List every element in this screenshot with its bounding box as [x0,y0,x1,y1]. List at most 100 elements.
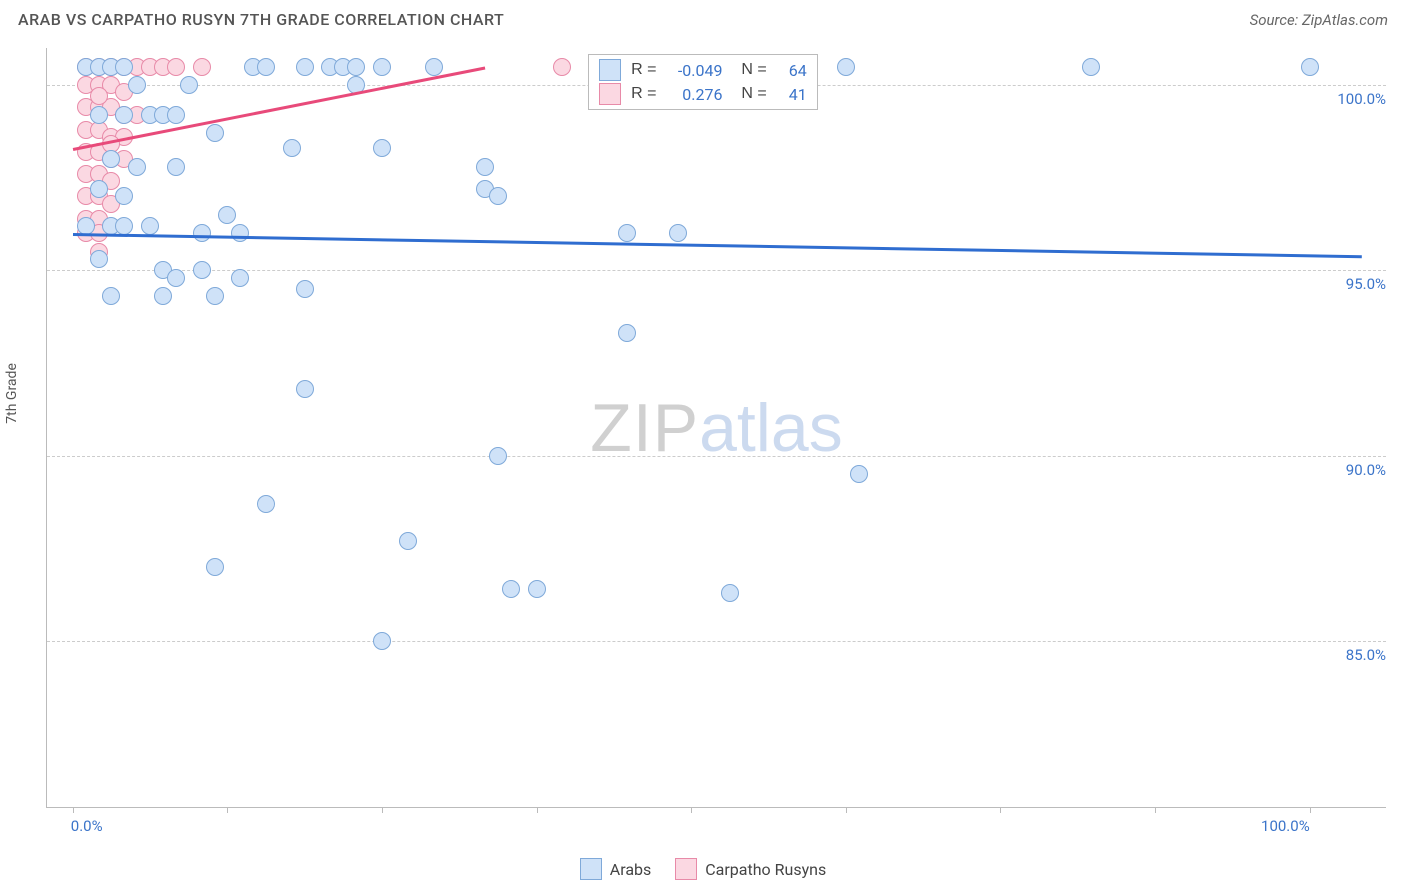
scatter-point [347,58,365,76]
scatter-point [115,58,133,76]
scatter-point [231,269,249,287]
scatter-point [553,58,571,76]
scatter-point [296,280,314,298]
x-tick-label: 100.0% [1261,817,1310,835]
legend-swatch [675,858,697,880]
bottom-legend-label: Arabs [610,860,652,879]
legend-swatch [580,858,602,880]
scatter-point [167,58,185,76]
scatter-point [193,261,211,279]
scatter-point [502,580,520,598]
scatter-point [850,465,868,483]
x-tick [1000,807,1001,813]
scatter-point [257,495,275,513]
scatter-point [102,287,120,305]
gridline [47,456,1386,457]
watermark-right: atlas [699,390,843,466]
bottom-legend: Arabs Carpatho Rusyns [0,858,1406,880]
x-tick [1155,807,1156,813]
y-tick-label: 90.0% [1346,461,1388,479]
scatter-point [206,124,224,142]
legend-r-value: 0.276 [666,85,722,104]
x-tick-label: 0.0% [71,817,103,835]
scatter-point [528,580,546,598]
legend-row: R = -0.049 N = 64 [599,59,807,81]
scatter-point [206,287,224,305]
header-row: ARAB VS CARPATHO RUSYN 7TH GRADE CORRELA… [0,0,1406,35]
scatter-point [1082,58,1100,76]
scatter-point [90,250,108,268]
scatter-point [90,180,108,198]
bottom-legend-label: Carpatho Rusyns [705,860,826,879]
scatter-point [476,158,494,176]
x-tick [382,807,383,813]
scatter-point [167,269,185,287]
x-tick [1310,807,1311,813]
scatter-point [128,76,146,94]
scatter-point [180,76,198,94]
gridline [47,641,1386,642]
x-tick [227,807,228,813]
y-tick-label: 85.0% [1346,646,1388,664]
bottom-legend-item: Carpatho Rusyns [675,858,826,880]
watermark-left: ZIP [590,390,699,466]
scatter-point [128,158,146,176]
scatter-point [618,324,636,342]
scatter-point [141,217,159,235]
x-tick [691,807,692,813]
scatter-point [489,447,507,465]
y-axis-label: 7th Grade [4,363,20,424]
scatter-point [837,58,855,76]
plot-area: ZIPatlas 85.0%90.0%95.0%100.0%0.0%100.0%… [46,48,1386,808]
scatter-point [115,217,133,235]
scatter-point [218,206,236,224]
correlation-legend: R = -0.049 N = 64 R = 0.276 N = 41 [588,54,818,110]
y-tick-label: 100.0% [1337,90,1388,108]
legend-r-label: R = [631,85,656,103]
legend-n-label: N = [732,61,766,79]
scatter-point [489,187,507,205]
scatter-point [257,58,275,76]
scatter-point [425,58,443,76]
scatter-point [399,532,417,550]
x-tick [73,807,74,813]
legend-n-value: 64 [777,61,807,80]
scatter-point [206,558,224,576]
legend-n-label: N = [732,85,766,103]
chart-title: ARAB VS CARPATHO RUSYN 7TH GRADE CORRELA… [18,10,504,29]
scatter-point [102,150,120,168]
source-label: Source: ZipAtlas.com [1250,11,1388,29]
scatter-point [296,380,314,398]
legend-n-value: 41 [777,85,807,104]
scatter-point [231,224,249,242]
scatter-point [154,287,172,305]
scatter-point [115,106,133,124]
scatter-point [721,584,739,602]
scatter-point [1301,58,1319,76]
scatter-point [373,58,391,76]
scatter-point [373,632,391,650]
legend-row: R = 0.276 N = 41 [599,83,807,105]
legend-swatch [599,59,621,81]
gridline [47,270,1386,271]
scatter-point [90,106,108,124]
scatter-point [167,158,185,176]
trend-line [73,233,1361,258]
x-tick [537,807,538,813]
scatter-point [115,187,133,205]
scatter-point [296,58,314,76]
scatter-point [167,106,185,124]
legend-swatch [599,83,621,105]
legend-r-value: -0.049 [666,61,722,80]
scatter-point [193,224,211,242]
scatter-point [373,139,391,157]
bottom-legend-item: Arabs [580,858,652,880]
scatter-point [669,224,687,242]
scatter-point [193,58,211,76]
scatter-point [618,224,636,242]
scatter-point [283,139,301,157]
watermark: ZIPatlas [590,389,842,467]
legend-r-label: R = [631,61,656,79]
x-tick [846,807,847,813]
y-tick-label: 95.0% [1346,275,1388,293]
